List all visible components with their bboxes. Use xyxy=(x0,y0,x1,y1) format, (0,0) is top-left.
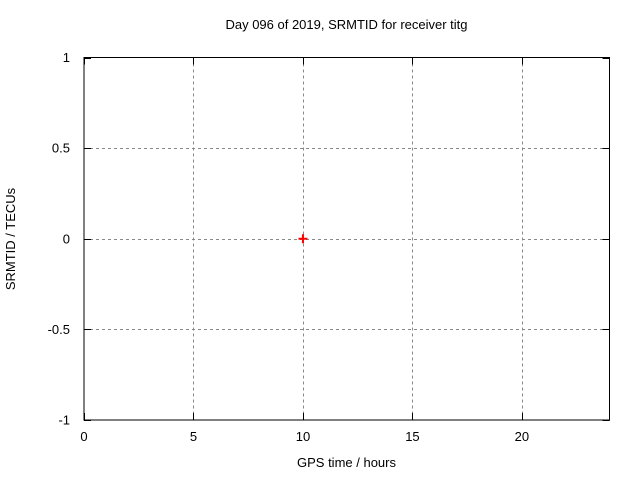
x-tick-label: 0 xyxy=(80,429,87,444)
y-tick-label: -0.5 xyxy=(48,322,70,337)
x-tick-label: 20 xyxy=(515,429,529,444)
x-axis-label: GPS time / hours xyxy=(297,455,396,470)
plot-border xyxy=(83,57,610,421)
x-tick-label: 10 xyxy=(296,429,310,444)
y-tick-label: -1 xyxy=(58,413,70,428)
y-tick-label: 1 xyxy=(63,50,70,65)
y-tick-label: 0 xyxy=(63,231,70,246)
chart-title: Day 096 of 2019, SRMTID for receiver tit… xyxy=(225,17,468,32)
y-tick-label: 0.5 xyxy=(52,141,70,156)
x-tick-label: 15 xyxy=(405,429,419,444)
x-tick-label: 5 xyxy=(190,429,197,444)
